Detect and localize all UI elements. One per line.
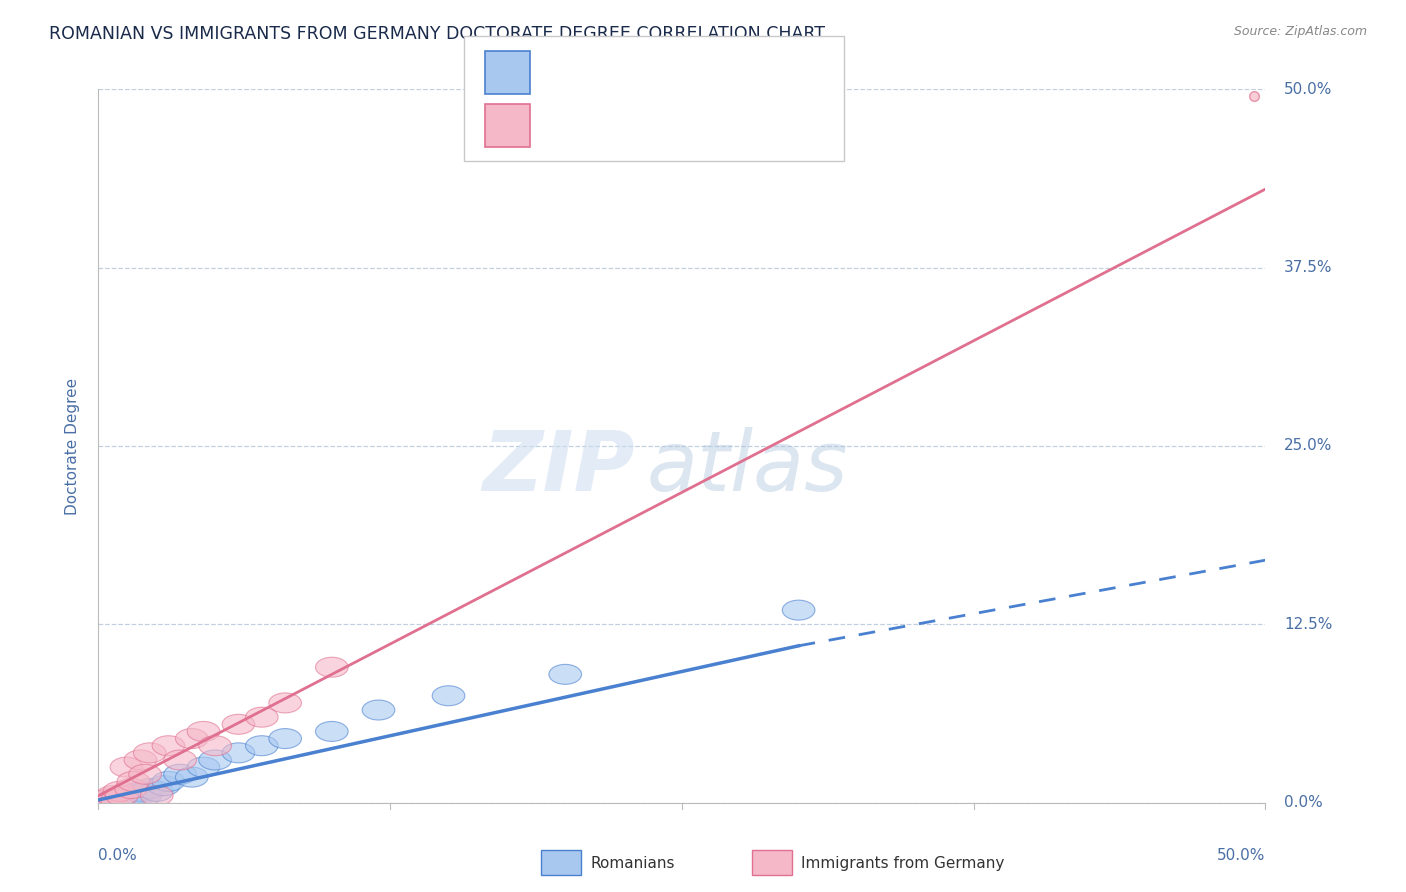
Text: atlas: atlas bbox=[647, 427, 849, 508]
Ellipse shape bbox=[363, 700, 395, 720]
Ellipse shape bbox=[246, 736, 278, 756]
Ellipse shape bbox=[176, 767, 208, 787]
Ellipse shape bbox=[187, 722, 219, 741]
Ellipse shape bbox=[548, 665, 582, 684]
Ellipse shape bbox=[163, 750, 197, 770]
Ellipse shape bbox=[198, 750, 232, 770]
Ellipse shape bbox=[91, 793, 124, 813]
Ellipse shape bbox=[129, 764, 162, 784]
Ellipse shape bbox=[117, 772, 150, 791]
Ellipse shape bbox=[134, 743, 166, 763]
Ellipse shape bbox=[141, 786, 173, 805]
Ellipse shape bbox=[222, 714, 254, 734]
Ellipse shape bbox=[129, 786, 162, 805]
Ellipse shape bbox=[94, 790, 127, 811]
Ellipse shape bbox=[246, 707, 278, 727]
Ellipse shape bbox=[101, 790, 134, 810]
Text: N = 24: N = 24 bbox=[703, 117, 770, 135]
Ellipse shape bbox=[96, 790, 129, 810]
Ellipse shape bbox=[89, 791, 122, 812]
Ellipse shape bbox=[110, 789, 143, 808]
Ellipse shape bbox=[187, 757, 219, 777]
Ellipse shape bbox=[87, 791, 120, 812]
Ellipse shape bbox=[176, 729, 208, 748]
Ellipse shape bbox=[98, 792, 131, 812]
Ellipse shape bbox=[198, 736, 232, 756]
Ellipse shape bbox=[782, 600, 815, 620]
Ellipse shape bbox=[120, 789, 152, 808]
Ellipse shape bbox=[87, 792, 120, 812]
Ellipse shape bbox=[115, 779, 148, 798]
Text: 0.0%: 0.0% bbox=[98, 848, 138, 863]
Text: R = 0.759: R = 0.759 bbox=[555, 63, 645, 81]
Ellipse shape bbox=[101, 789, 134, 808]
Ellipse shape bbox=[432, 686, 465, 706]
Ellipse shape bbox=[105, 786, 138, 805]
Ellipse shape bbox=[94, 789, 127, 808]
Ellipse shape bbox=[110, 757, 143, 777]
Ellipse shape bbox=[269, 729, 301, 748]
Ellipse shape bbox=[103, 781, 136, 801]
Ellipse shape bbox=[134, 779, 166, 798]
Text: Immigrants from Germany: Immigrants from Germany bbox=[801, 856, 1005, 871]
Ellipse shape bbox=[141, 781, 173, 801]
Text: 37.5%: 37.5% bbox=[1284, 260, 1333, 275]
Ellipse shape bbox=[105, 787, 138, 807]
Text: 50.0%: 50.0% bbox=[1284, 82, 1333, 96]
Ellipse shape bbox=[89, 790, 122, 810]
Ellipse shape bbox=[152, 772, 184, 791]
Ellipse shape bbox=[124, 750, 157, 770]
Ellipse shape bbox=[124, 781, 157, 801]
Text: 12.5%: 12.5% bbox=[1284, 617, 1333, 632]
Ellipse shape bbox=[148, 776, 180, 796]
Y-axis label: Doctorate Degree: Doctorate Degree bbox=[65, 377, 80, 515]
Ellipse shape bbox=[163, 764, 197, 784]
Ellipse shape bbox=[315, 657, 349, 677]
Text: R = 0.895: R = 0.895 bbox=[555, 117, 645, 135]
Text: 50.0%: 50.0% bbox=[1218, 848, 1265, 863]
Text: Romanians: Romanians bbox=[591, 856, 675, 871]
Ellipse shape bbox=[117, 784, 150, 805]
Text: N = 32: N = 32 bbox=[703, 63, 770, 81]
Ellipse shape bbox=[315, 722, 349, 741]
Ellipse shape bbox=[96, 786, 129, 805]
Ellipse shape bbox=[108, 790, 141, 810]
Text: ROMANIAN VS IMMIGRANTS FROM GERMANY DOCTORATE DEGREE CORRELATION CHART: ROMANIAN VS IMMIGRANTS FROM GERMANY DOCT… bbox=[49, 25, 825, 43]
Text: 25.0%: 25.0% bbox=[1284, 439, 1333, 453]
Text: Source: ZipAtlas.com: Source: ZipAtlas.com bbox=[1233, 25, 1367, 38]
Ellipse shape bbox=[152, 736, 184, 756]
Text: 0.0%: 0.0% bbox=[1284, 796, 1323, 810]
Text: ZIP: ZIP bbox=[482, 427, 636, 508]
Ellipse shape bbox=[103, 791, 136, 812]
Ellipse shape bbox=[115, 786, 148, 805]
Ellipse shape bbox=[269, 693, 301, 713]
Ellipse shape bbox=[222, 743, 254, 763]
